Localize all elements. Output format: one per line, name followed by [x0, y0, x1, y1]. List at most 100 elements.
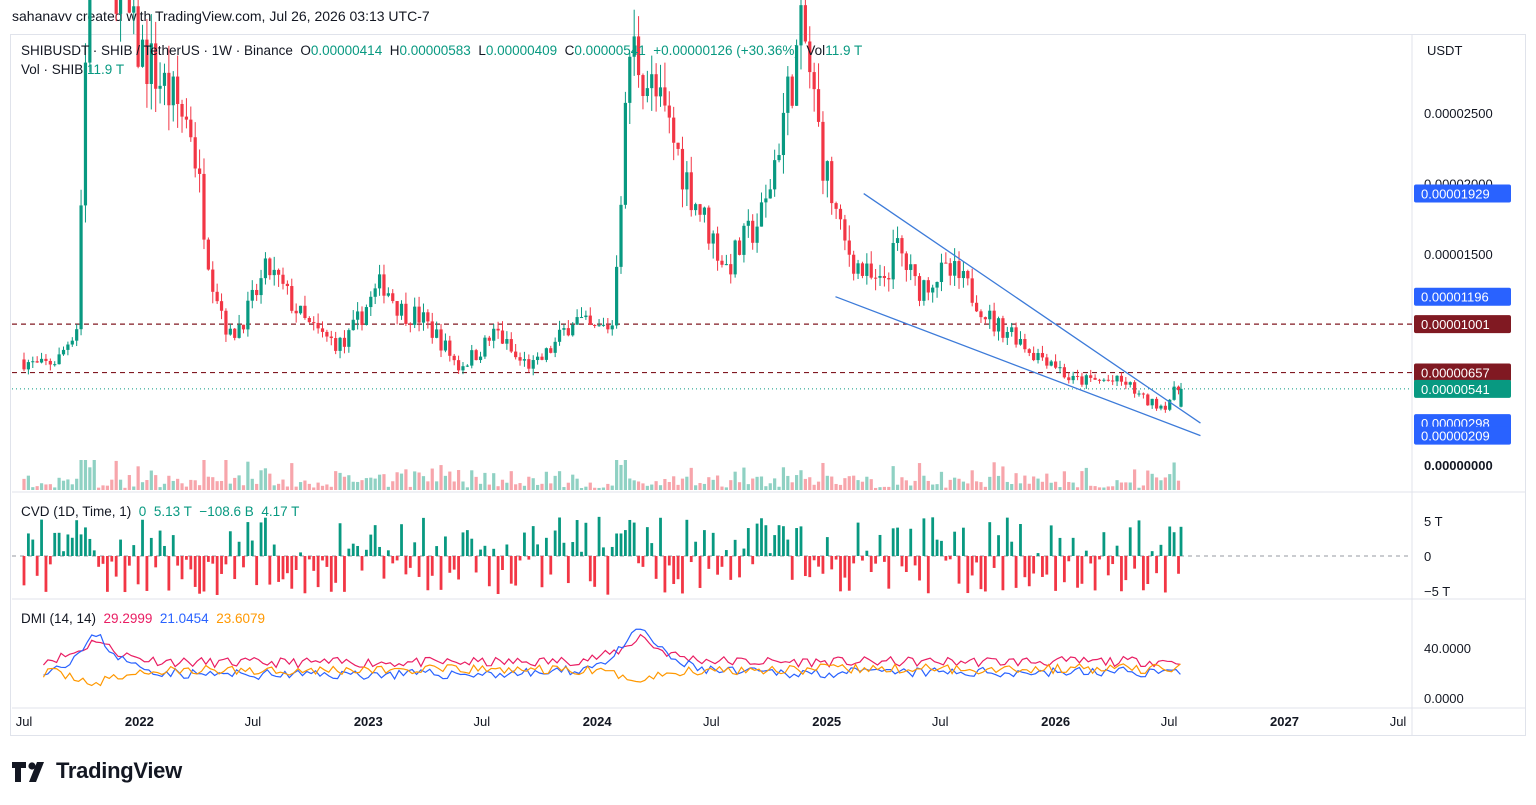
volume-bar — [527, 476, 531, 490]
volume-bar — [865, 476, 869, 490]
candle-body — [329, 336, 333, 339]
volume-bar — [1010, 484, 1014, 490]
candle-body — [61, 349, 66, 355]
cvd-bar — [773, 535, 777, 556]
volume-bar — [347, 475, 351, 490]
cvd-bar — [246, 522, 250, 556]
candle-body — [1032, 352, 1036, 361]
plus-di-line — [42, 633, 1181, 669]
candle-body — [83, 62, 88, 206]
tradingview-logo: TradingView — [12, 758, 182, 784]
volume-bar — [435, 481, 439, 490]
brand-name: TradingView — [56, 758, 182, 783]
volume-bar — [852, 475, 856, 490]
price-badge-3[interactable]: 0.00000657 — [1414, 363, 1511, 382]
volume-bar — [307, 483, 311, 490]
candle-body — [781, 112, 786, 156]
cvd-bar — [84, 527, 87, 556]
candle-body — [996, 318, 1001, 332]
volume-bar — [66, 479, 70, 490]
wedge-upper-trendline[interactable] — [863, 192, 1201, 424]
cvd-bar — [531, 526, 535, 556]
candle-body — [720, 260, 724, 265]
candle-body — [619, 204, 623, 267]
currency-label[interactable]: USDT — [1427, 43, 1463, 58]
candle-body — [540, 356, 544, 360]
candle-body — [162, 72, 167, 86]
cvd-bar — [242, 556, 245, 568]
cvd-bar — [861, 556, 864, 561]
candle-body — [702, 207, 707, 215]
cvd-bar — [1172, 532, 1176, 556]
candle-body — [237, 324, 241, 338]
candle-body — [66, 344, 70, 350]
cvd-label[interactable]: CVD (1D, Time, 1) — [21, 504, 132, 519]
volume-bar — [654, 481, 658, 490]
cvd-bar — [444, 536, 447, 556]
time-tick-2: Jul — [245, 714, 262, 729]
volume-bar — [404, 469, 408, 490]
cvd-bar — [413, 542, 417, 556]
candle-body — [742, 225, 746, 255]
price-badge-6[interactable]: 0.00000209 — [1414, 426, 1511, 445]
price-badge-0[interactable]: 0.00001929 — [1414, 184, 1511, 203]
volume-bar — [382, 474, 386, 490]
price-badge-4[interactable]: 0.00000541 — [1414, 379, 1511, 398]
cvd-bar — [777, 525, 781, 556]
volume-bar — [1058, 487, 1062, 490]
volume-bar — [777, 486, 781, 490]
adx-value: 23.6079 — [216, 611, 266, 626]
separators — [12, 35, 1525, 735]
volume-bar — [386, 486, 390, 490]
candle-body — [1102, 379, 1106, 381]
symbol-label[interactable]: SHIBUSDT · SHIB / TetherUS · 1W · Binanc… — [21, 43, 293, 58]
volume-bar — [500, 479, 505, 490]
candle-body — [579, 317, 584, 319]
candle-body — [219, 301, 224, 311]
cvd-bar — [790, 556, 794, 580]
cvd-bar — [386, 550, 390, 556]
volume-bar — [1154, 477, 1159, 490]
price-badge-2[interactable]: 0.00001001 — [1414, 315, 1511, 334]
cvd-bar — [233, 556, 237, 580]
candle-body — [957, 261, 961, 279]
volume-bar — [1018, 483, 1023, 490]
cvd-bar — [290, 556, 294, 589]
cvd-bar — [373, 525, 377, 556]
volume-bar — [334, 471, 338, 490]
candle-body — [953, 261, 957, 276]
candle-body — [1097, 379, 1102, 381]
candle-body — [922, 280, 926, 301]
volume-bar — [575, 478, 579, 490]
cvd-bar — [610, 546, 614, 556]
vol2-label[interactable]: Vol · SHIB — [21, 62, 84, 77]
price-badge-1[interactable]: 0.00001196 — [1414, 287, 1511, 306]
dmi-lines — [42, 628, 1181, 687]
volume-bar — [193, 480, 197, 490]
dmi-label[interactable]: DMI (14, 14) — [21, 611, 97, 626]
volume-bar — [615, 460, 619, 490]
candle-body — [882, 275, 886, 279]
volume-bar — [149, 470, 153, 490]
candle-body — [228, 328, 232, 335]
cvd-bar — [975, 556, 978, 563]
candle-body — [241, 324, 246, 330]
vol2-value: 11.9 T — [87, 62, 125, 77]
wedge-lower-trendline[interactable] — [835, 296, 1201, 437]
volume-bar — [733, 471, 737, 490]
volume-bar — [312, 487, 316, 490]
candle-body — [246, 300, 250, 330]
cvd-bar — [228, 531, 232, 556]
volume-bar — [953, 477, 957, 490]
cvd-bar — [904, 556, 908, 573]
candle-body — [206, 239, 210, 270]
cvd-bar — [900, 556, 904, 567]
volume-bar — [1049, 482, 1053, 490]
candle-body — [939, 262, 944, 283]
candle-body — [790, 76, 794, 106]
last-candle-body[interactable] — [1179, 388, 1183, 407]
candle-body — [685, 172, 689, 190]
volume-bar — [961, 481, 966, 490]
volume-bar — [290, 463, 294, 490]
